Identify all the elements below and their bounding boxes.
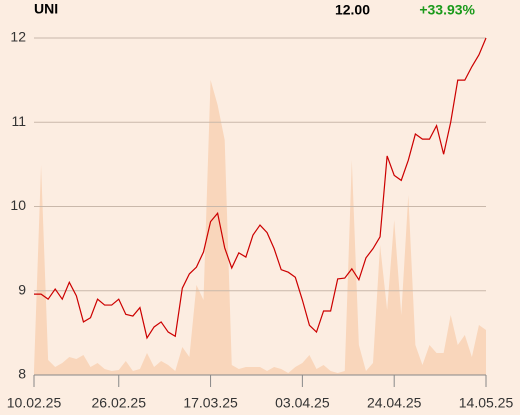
y-tick-label: 8 [18,366,26,382]
x-tick-label: 17.03.25 [183,395,238,411]
symbol: UNI [34,1,58,17]
volume-area [34,80,486,375]
y-tick-label: 9 [18,281,26,297]
x-tick-label: 26.02.25 [92,395,147,411]
change: +33.93% [419,2,475,18]
y-tick-label: 11 [11,113,26,129]
last-price: 12.00 [335,2,370,18]
x-tick-label: 24.04.25 [367,395,422,411]
y-tick-label: 12 [10,29,26,45]
y-tick-label: 10 [10,197,26,213]
x-tick-label: 14.05.25 [459,395,514,411]
x-tick-label: 10.02.25 [7,395,62,411]
x-tick-label: 03.04.25 [275,395,330,411]
price-line [34,37,487,340]
